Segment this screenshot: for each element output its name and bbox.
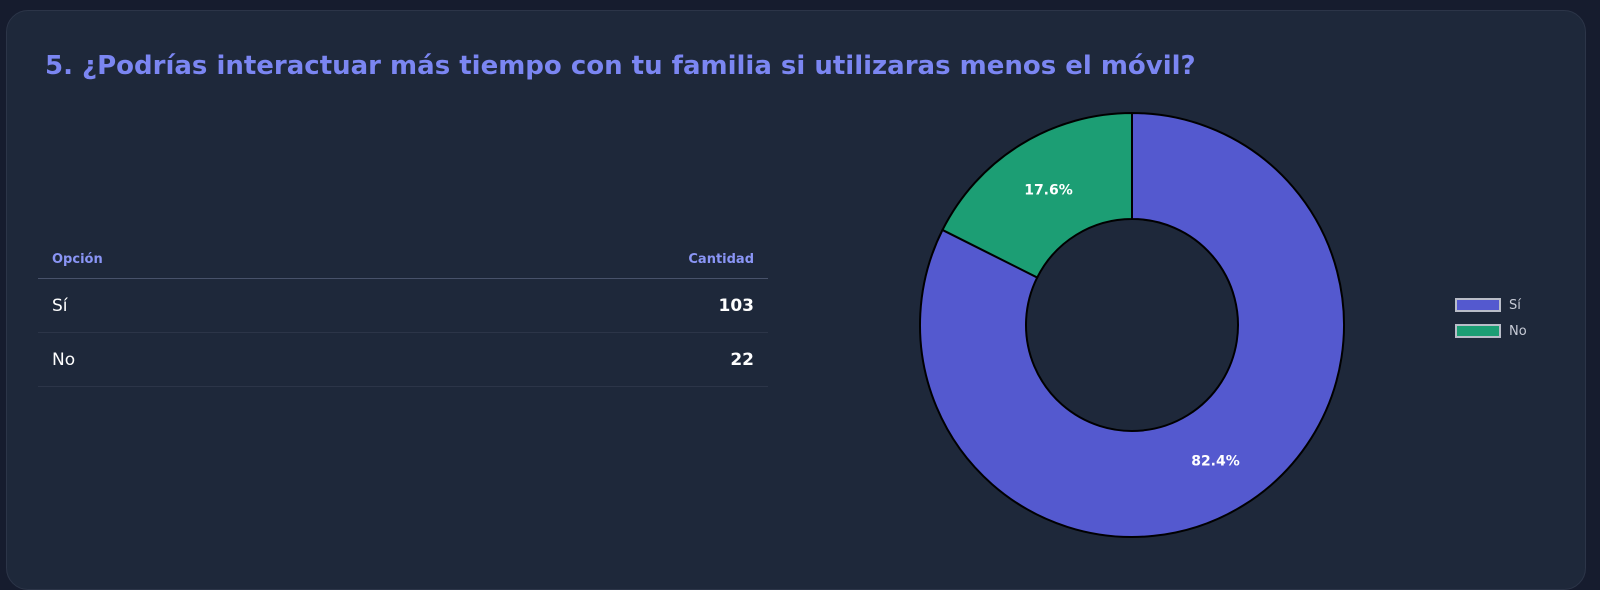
table-row: No 22 (38, 333, 768, 387)
doughnut-chart: 82.4% 17.6% (919, 111, 1345, 538)
chart-slices (919, 111, 1345, 538)
table-row: Sí 103 (38, 279, 768, 333)
legend-item-no[interactable]: No (1455, 318, 1527, 344)
option-cell: No (52, 349, 76, 370)
pie-slice-no[interactable] (941, 111, 1133, 279)
column-header-count: Cantidad (688, 251, 754, 267)
slice-percent-label: 82.4% (1191, 453, 1240, 469)
legend-label-si: Sí (1509, 297, 1521, 313)
option-cell: Sí (52, 295, 68, 316)
table-header: Opción Cantidad (38, 240, 768, 279)
legend-swatch-si (1455, 298, 1501, 312)
legend-swatch-no (1455, 324, 1501, 338)
question-title: 5. ¿Podrías interactuar más tiempo con t… (45, 51, 1196, 81)
count-cell: 103 (718, 295, 755, 316)
chart-slice-labels: 82.4% 17.6% (1024, 183, 1240, 470)
chart-legend: Sí No (1455, 292, 1527, 344)
answers-table: Opción Cantidad Sí 103 No 22 (38, 240, 768, 387)
slice-percent-label: 17.6% (1024, 183, 1073, 199)
column-header-option: Opción (52, 251, 103, 267)
pie-slice-si[interactable] (919, 111, 1345, 538)
legend-item-si[interactable]: Sí (1455, 292, 1527, 318)
count-cell: 22 (730, 349, 754, 370)
legend-label-no: No (1509, 323, 1527, 339)
